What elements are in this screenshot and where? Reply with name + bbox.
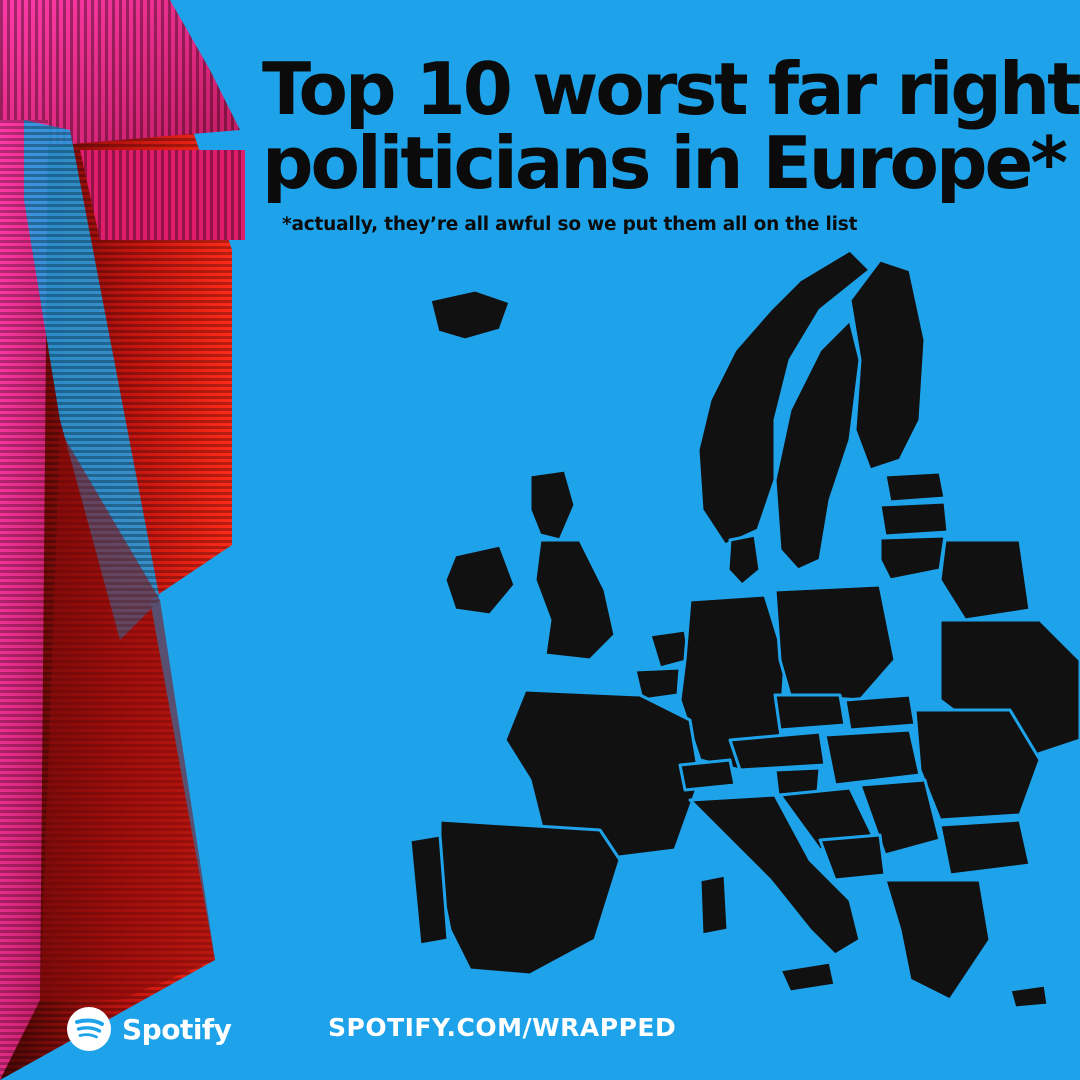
sardinia-shape (698, 873, 730, 937)
england-shape (533, 538, 617, 662)
poland-shape (773, 583, 897, 702)
spotify-brand[interactable]: Spotify (66, 1006, 232, 1052)
slovakia-shape (843, 693, 917, 732)
scotland-shape (528, 468, 577, 542)
austria-shape (728, 730, 827, 772)
denmark-shape (726, 533, 762, 587)
belgium-shape (633, 666, 682, 702)
bosnia-shape (818, 833, 887, 882)
bulgaria-shape (938, 818, 1032, 877)
iceland-shape (428, 288, 512, 342)
headline-line-2: politicians in Europe* (262, 121, 1068, 205)
belarus-shape (938, 538, 1032, 622)
abstract-stripes-artwork (0, 0, 245, 1080)
ireland-shape (443, 543, 517, 617)
czechia-shape (773, 693, 847, 732)
estonia-shape (883, 470, 947, 504)
spotify-logo-icon (67, 1007, 111, 1051)
spain-shape (438, 818, 622, 977)
headline: Top 10 worst far right politicians in Eu… (262, 47, 1080, 205)
finland-shape (848, 258, 927, 472)
wrapped-url-link[interactable]: SPOTIFY.COM/WRAPPED (328, 1013, 677, 1042)
greece-shape (883, 878, 992, 1002)
italy-shape (688, 793, 862, 957)
sweden-shape (773, 318, 862, 572)
cyprus-shape (1008, 983, 1050, 1010)
portugal-shape (408, 833, 450, 947)
spotify-wordmark: Spotify (122, 1012, 232, 1046)
hungary-shape (823, 728, 922, 787)
sicily-shape (778, 960, 837, 994)
europe-map (408, 248, 1080, 1010)
headline-line-1: Top 10 worst far right (262, 47, 1080, 131)
footnote: *actually, they’re all awful so we put t… (282, 214, 858, 235)
romania-shape (913, 708, 1042, 822)
norway-shape (696, 248, 872, 547)
france-shape (503, 688, 702, 862)
latvia-shape (878, 500, 950, 538)
lithuania-shape (878, 534, 947, 582)
switzerland-shape (678, 758, 737, 792)
